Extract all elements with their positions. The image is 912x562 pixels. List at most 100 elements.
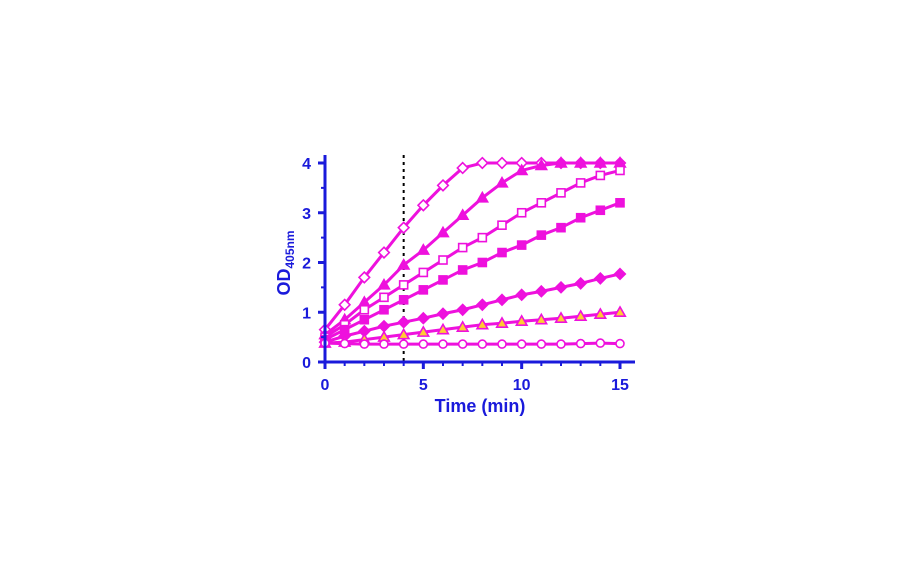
series-line-filled-square [324,201,621,341]
x-tick-label-5: 5 [419,377,428,394]
point-filled-diamond [475,298,489,312]
point-filled-diamond [436,307,450,321]
point-filled-diamond [574,276,588,290]
point-open-triangle [514,314,529,326]
point-open-triangle [396,327,411,340]
x-tick-label-15: 15 [611,377,629,394]
point-filled-square [497,247,507,258]
point-open-triangle [534,312,549,325]
point-open-square [595,170,606,181]
point-filled-diamond [495,293,509,307]
point-filled-square [536,230,547,240]
point-open-square [379,292,389,303]
point-open-square [359,304,370,315]
series-filled-diamond [318,267,627,349]
point-open-circle [398,339,409,349]
series-line-open-triangle [324,310,621,345]
ticks-layer: 0 1 2 3 4 0 5 10 15 [302,156,629,394]
point-open-square [438,255,448,265]
point-filled-square [575,212,586,223]
point-open-circle [516,339,527,349]
series-open-circle [320,338,625,349]
x-tick-label-10: 10 [513,377,531,394]
point-filled-square [379,304,389,315]
point-filled-diamond [515,288,529,302]
series-line-filled-diamond [324,272,621,344]
point-open-square [477,232,488,243]
point-open-circle [497,339,507,349]
point-filled-triangle [534,158,549,171]
point-open-circle [438,339,448,349]
point-filled-triangle [573,156,588,168]
point-open-square [556,188,566,198]
point-filled-square [398,295,409,305]
point-filled-triangle [436,225,450,238]
point-open-circle [615,338,625,349]
point-open-circle [359,339,370,349]
point-open-triangle [593,307,608,320]
series-filled-square [320,198,625,345]
point-filled-triangle [593,156,608,168]
point-filled-square [438,275,448,285]
point-filled-diamond [416,311,430,325]
point-filled-square [516,240,527,250]
point-open-square [516,207,527,218]
point-open-square [615,165,625,176]
point-open-diamond [495,156,509,170]
point-open-square [536,198,547,208]
point-filled-diamond [613,267,627,281]
point-open-diamond [456,161,470,175]
point-open-triangle [436,322,450,335]
point-filled-square [615,198,625,208]
point-filled-triangle [396,258,411,270]
series-open-square [320,165,625,342]
point-open-circle [457,339,468,349]
y-axis-title-main: OD [274,269,294,296]
series-line-filled-triangle [324,161,620,336]
axes-layer [323,155,635,364]
point-open-square [398,280,409,290]
point-filled-triangle [455,208,470,221]
point-filled-square [477,257,488,268]
point-open-circle [595,338,606,348]
point-open-square [497,220,507,230]
point-filled-triangle [416,243,431,255]
point-open-circle [418,339,429,349]
point-open-triangle [613,305,627,318]
point-filled-triangle [475,190,490,203]
y-axis-title: OD405nm [274,230,297,295]
point-open-triangle [554,311,568,323]
point-filled-triangle [514,163,529,176]
point-open-diamond [397,221,411,235]
series-line-open-circle [324,341,621,346]
point-open-triangle [416,325,431,337]
x-tick-label-0: 0 [321,377,330,394]
y-axis-title-sub: 405nm [283,230,297,268]
point-filled-triangle [377,277,391,290]
point-open-square [575,178,586,188]
point-open-diamond [436,178,450,192]
point-filled-diamond [593,271,607,285]
series-line-open-square [324,169,621,339]
point-open-triangle [455,320,470,332]
point-open-diamond [357,270,371,284]
point-open-triangle [573,309,588,322]
y-tick-label-1: 1 [302,305,311,322]
point-filled-triangle [495,175,509,188]
point-filled-triangle [554,156,568,168]
point-open-diamond [338,298,352,312]
point-open-diamond [475,156,489,170]
point-filled-square [556,222,566,233]
y-tick-label-2: 2 [302,256,311,273]
point-open-square [457,242,468,253]
point-filled-square [595,205,606,216]
point-open-circle [536,339,547,349]
point-filled-diamond [377,319,391,333]
point-open-triangle [475,317,490,330]
point-filled-diamond [456,303,470,317]
point-filled-diamond [554,280,568,294]
y-tick-label-4: 4 [302,156,311,173]
point-open-circle [339,338,350,349]
point-filled-square [457,265,468,275]
point-filled-square [418,285,429,295]
